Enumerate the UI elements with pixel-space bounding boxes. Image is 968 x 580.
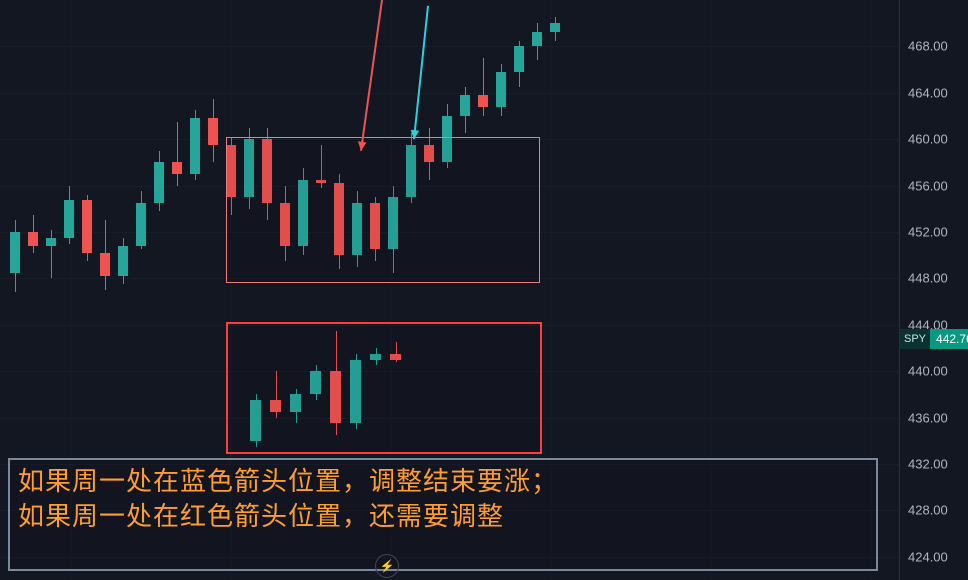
candle-body bbox=[154, 162, 164, 203]
candle-body bbox=[64, 200, 74, 238]
annotation-text-box: 如果周一处在蓝色箭头位置，调整结束要涨；如果周一处在红色箭头位置，还需要调整 bbox=[8, 458, 878, 571]
candle-body bbox=[118, 246, 128, 276]
y-axis-label: 464.00 bbox=[908, 85, 948, 100]
gridline bbox=[0, 46, 900, 47]
price-tag-value: 442.76 bbox=[930, 329, 968, 349]
y-axis-label: 432.00 bbox=[908, 457, 948, 472]
gridline bbox=[0, 93, 900, 94]
y-axis-label: 468.00 bbox=[908, 39, 948, 54]
candle-body bbox=[514, 46, 524, 72]
y-axis-label: 456.00 bbox=[908, 178, 948, 193]
candle-wick bbox=[483, 58, 484, 116]
y-axis-label: 452.00 bbox=[908, 225, 948, 240]
last-price-tag: SPY442.76 bbox=[900, 329, 968, 349]
bolt-icon[interactable]: ⚡ bbox=[375, 554, 399, 578]
candle-body bbox=[82, 200, 92, 253]
candle-body bbox=[496, 72, 506, 107]
annotation-box-lower bbox=[226, 322, 542, 454]
y-axis-label: 448.00 bbox=[908, 271, 948, 286]
candle-body bbox=[190, 118, 200, 174]
y-axis-label: 440.00 bbox=[908, 364, 948, 379]
chart-plot-area[interactable]: 如果周一处在蓝色箭头位置，调整结束要涨；如果周一处在红色箭头位置，还需要调整 bbox=[0, 0, 900, 580]
candle-body bbox=[208, 118, 218, 145]
annotation-box-upper bbox=[226, 137, 540, 283]
candle-wick bbox=[177, 122, 178, 186]
price-tag-symbol: SPY bbox=[900, 329, 930, 349]
candle-body bbox=[46, 238, 56, 246]
candle-body bbox=[532, 32, 542, 46]
candle-body bbox=[10, 232, 20, 273]
bolt-glyph: ⚡ bbox=[380, 559, 395, 573]
annotation-line-2: 如果周一处在红色箭头位置，还需要调整 bbox=[18, 499, 868, 534]
y-axis-label: 428.00 bbox=[908, 503, 948, 518]
candle-body bbox=[478, 95, 488, 107]
y-axis: 424.00428.00432.00436.00440.00444.00448.… bbox=[899, 0, 968, 580]
annotation-line-1: 如果周一处在蓝色箭头位置，调整结束要涨； bbox=[18, 464, 868, 499]
y-axis-label: 436.00 bbox=[908, 410, 948, 425]
candle-body bbox=[28, 232, 38, 246]
candle-body bbox=[136, 203, 146, 246]
candle-body bbox=[100, 253, 110, 276]
y-axis-label: 460.00 bbox=[908, 132, 948, 147]
y-axis-label: 424.00 bbox=[908, 549, 948, 564]
candle-body bbox=[460, 95, 470, 116]
candle-body bbox=[550, 23, 560, 32]
candle-body bbox=[172, 162, 182, 174]
